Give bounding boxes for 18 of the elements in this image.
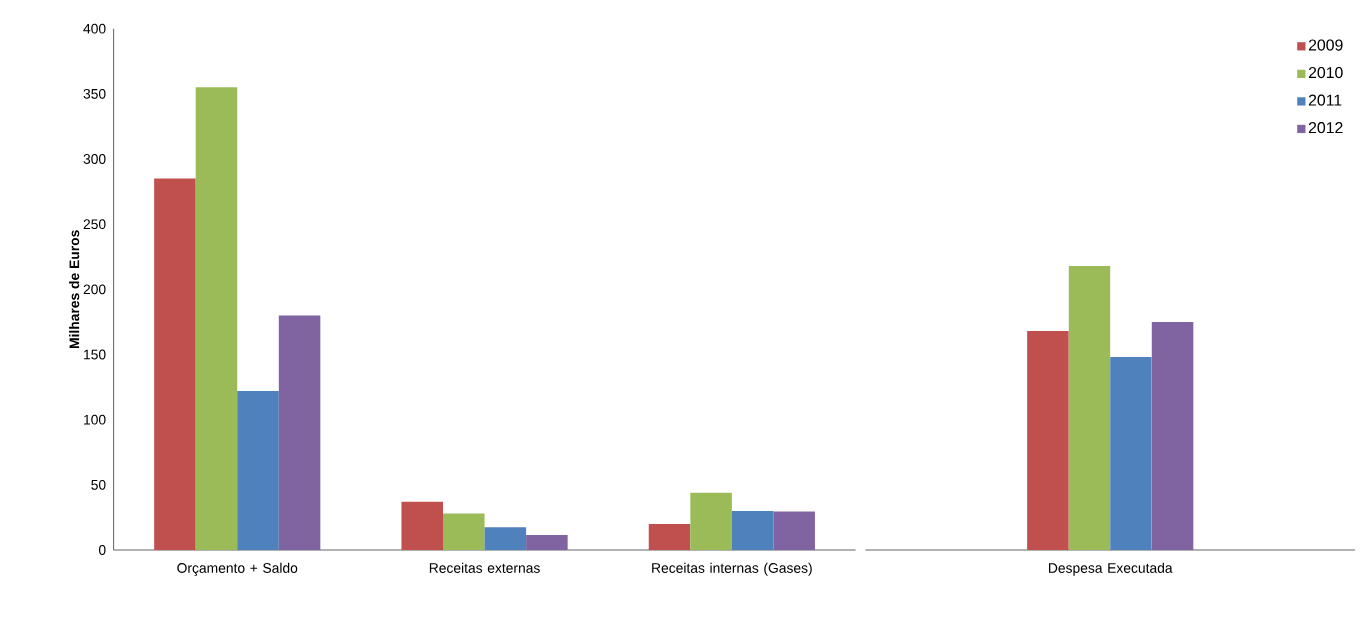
y-tick-label: 250: [83, 219, 106, 229]
y-tick-label: 100: [84, 414, 106, 425]
x-tick-label: Despesa Executada: [1049, 562, 1173, 576]
legend-label: 2009: [1308, 39, 1343, 51]
y-tick-label: 0: [98, 544, 106, 555]
y-tick-label: 300: [83, 153, 106, 164]
legend-label: 2012: [1308, 121, 1343, 134]
y-tick-label: 350: [83, 88, 106, 99]
x-tick-label: Receitas externas: [429, 562, 540, 573]
x-tick-label: Orçamento + Saldo: [177, 562, 298, 576]
legend-label: 2010: [1308, 66, 1343, 79]
y-tick-label: 200: [83, 284, 106, 295]
y-tick-label: 50: [91, 479, 106, 490]
x-tick-label: Receitas internas (Gases): [652, 562, 812, 576]
y-axis-title: Milhares de Euros: [69, 230, 80, 348]
y-tick-label: 150: [84, 349, 106, 360]
legend-label: 2011: [1308, 94, 1342, 106]
y-tick-label: 400: [83, 23, 106, 34]
